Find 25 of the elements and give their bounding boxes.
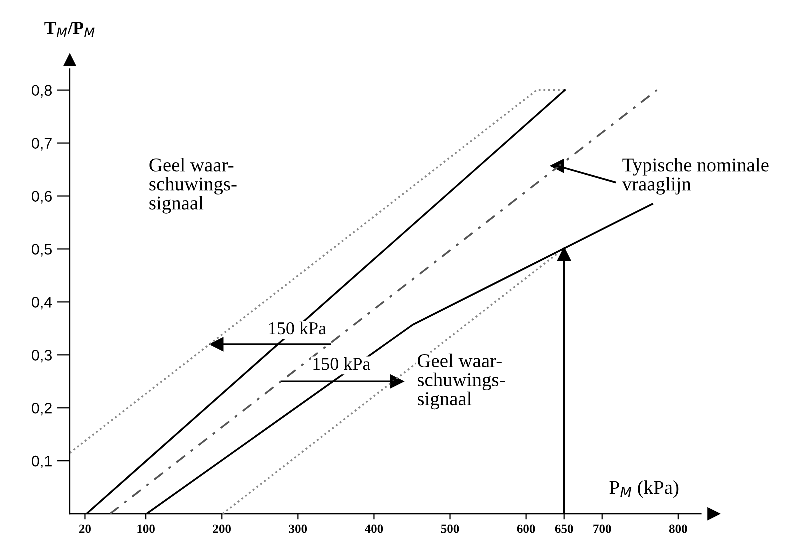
- y-tick-label: 0,3: [32, 350, 52, 363]
- annotation: Geel waar- schuwings- signaal: [150, 158, 237, 214]
- x-tick-label: 650: [555, 524, 574, 534]
- x-axis-title: P$_{M}$ (kPa): [610, 480, 679, 498]
- x-tick-label: 300: [289, 524, 308, 534]
- x-tick-label: 800: [669, 524, 688, 534]
- y-tick-label: 0,8: [32, 85, 52, 98]
- y-tick-label: 0,7: [32, 138, 52, 151]
- y-tick-label: 0,4: [32, 297, 52, 310]
- annotation: 150 kPa: [314, 358, 371, 370]
- y-tick-label: 0,2: [32, 402, 52, 416]
- x-tick-label: 20: [80, 524, 91, 534]
- x-tick-label: 200: [213, 524, 232, 534]
- y-axis-title: T$_{M}$/P$_{M}$: [44, 22, 95, 38]
- annotation: Geel waar- schuwings- signaal: [418, 354, 506, 410]
- x-tick-label: 100: [138, 524, 155, 534]
- x-tick-label: 500: [441, 524, 460, 534]
- annotation: 150 kPa: [270, 322, 326, 335]
- x-tick-label: 600: [517, 524, 536, 534]
- annotation: Typische nominale vraaglijn: [622, 158, 769, 195]
- x-tick-label: 700: [594, 524, 612, 534]
- y-tick-label: 0,1: [32, 456, 52, 469]
- y-tick-label: 0,5: [32, 244, 52, 257]
- x-tick-label: 400: [365, 524, 384, 534]
- y-tick-label: 0,6: [32, 191, 52, 204]
